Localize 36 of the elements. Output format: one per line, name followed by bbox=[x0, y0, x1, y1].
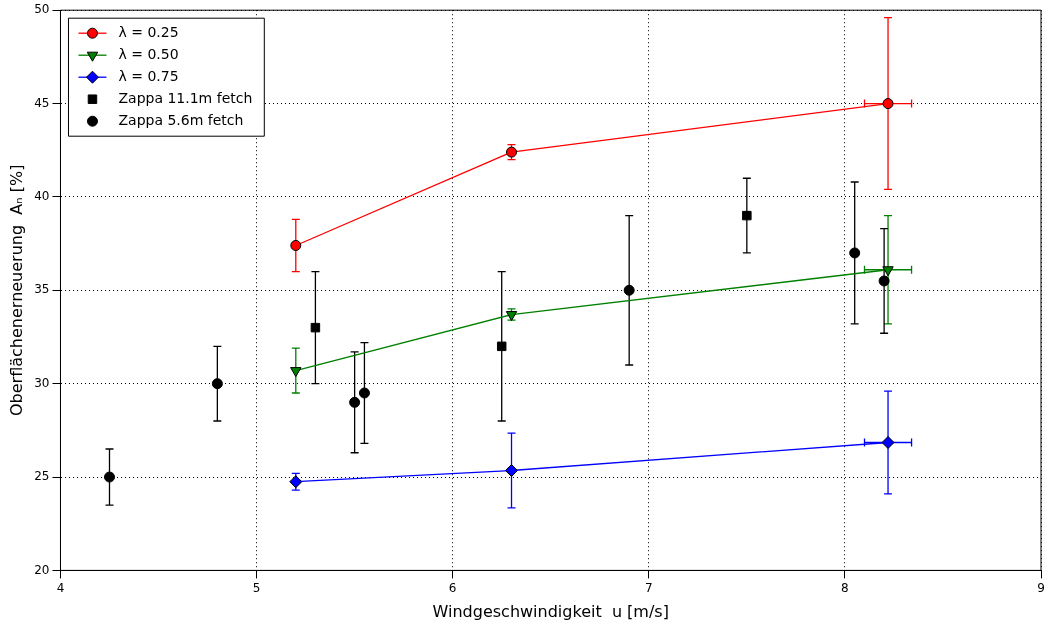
y-tick-label: 25 bbox=[34, 469, 50, 484]
point bbox=[505, 464, 519, 477]
point bbox=[290, 239, 302, 251]
legend-label: λ = 0.25 bbox=[118, 23, 179, 40]
point bbox=[882, 98, 894, 110]
point bbox=[878, 275, 890, 287]
x-tick-label: 4 bbox=[56, 580, 65, 595]
y-tick-label: 50 bbox=[34, 2, 50, 17]
x-tick-label: 6 bbox=[448, 580, 457, 595]
y-tick-label: 45 bbox=[34, 95, 50, 110]
legend-label: λ = 0.50 bbox=[118, 45, 179, 62]
y-tick-label: 20 bbox=[34, 562, 50, 577]
x-tick-label: 9 bbox=[1037, 580, 1045, 595]
point bbox=[104, 471, 115, 483]
point bbox=[349, 396, 361, 408]
point bbox=[742, 210, 752, 221]
point bbox=[496, 341, 507, 352]
point bbox=[623, 284, 635, 296]
y-axis-title: Oberflächenerneuerung Aₙ [%] bbox=[6, 164, 26, 416]
point bbox=[211, 378, 223, 390]
y-tick-label: 40 bbox=[34, 189, 50, 204]
x-tick-label: 7 bbox=[644, 580, 653, 595]
point bbox=[849, 247, 861, 259]
legend-label: Zappa 11.1m fetch bbox=[118, 89, 253, 106]
x-axis-title: Windgeschwindigkeit u [m/s] bbox=[432, 601, 669, 621]
x-tick-label: 5 bbox=[252, 580, 261, 595]
x-tick-label: 8 bbox=[841, 580, 849, 595]
point bbox=[358, 387, 370, 399]
y-tick-label: 35 bbox=[34, 282, 50, 297]
point bbox=[310, 322, 321, 333]
point bbox=[882, 266, 894, 277]
legend-label: λ = 0.75 bbox=[118, 67, 179, 84]
point bbox=[290, 367, 302, 378]
y-tick-label: 30 bbox=[34, 375, 50, 390]
legend-label: Zappa 5.6m fetch bbox=[118, 111, 244, 128]
point bbox=[881, 435, 895, 449]
